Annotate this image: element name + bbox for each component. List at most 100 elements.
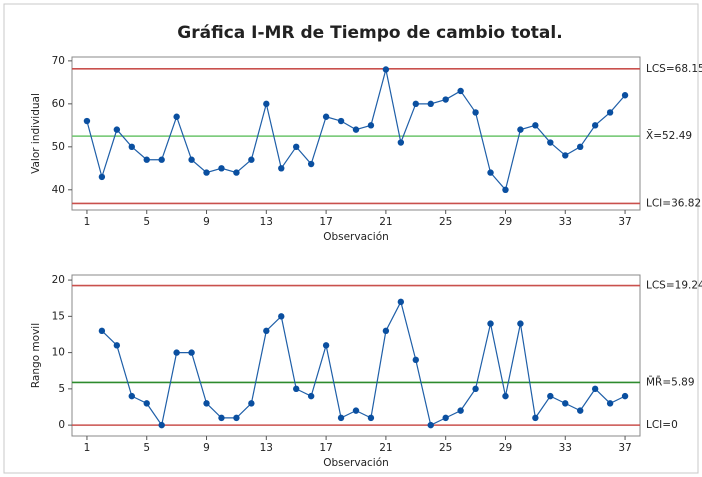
data-point xyxy=(337,414,345,422)
data-point xyxy=(173,349,180,356)
data-point xyxy=(427,421,434,429)
data-point xyxy=(562,400,569,407)
data-point xyxy=(352,407,360,414)
data-point xyxy=(577,143,584,151)
data-point xyxy=(248,156,255,163)
data-point xyxy=(83,117,91,125)
data-point xyxy=(293,143,300,151)
y-axis-label: Valor individual xyxy=(30,93,42,174)
data-point xyxy=(98,327,106,335)
control-limit-label: LCS=68.15 xyxy=(646,63,702,75)
y-tick-label: 60 xyxy=(52,98,65,110)
data-point xyxy=(293,385,300,393)
data-point xyxy=(233,414,240,422)
control-limit-label: M̄R̄=5.89 xyxy=(646,375,695,388)
data-point xyxy=(412,100,419,108)
x-tick-label: 9 xyxy=(203,442,210,454)
data-point xyxy=(532,122,539,129)
data-point xyxy=(442,96,449,103)
data-point xyxy=(606,400,614,407)
x-tick-label: 13 xyxy=(260,442,273,454)
data-point xyxy=(382,66,390,73)
data-point xyxy=(621,392,629,400)
data-point xyxy=(442,414,449,422)
x-tick-label: 13 xyxy=(260,216,273,228)
x-tick-label: 9 xyxy=(203,216,210,228)
x-tick-label: 1 xyxy=(84,216,91,228)
data-point xyxy=(218,165,225,172)
data-point xyxy=(203,400,210,407)
data-point xyxy=(621,92,629,99)
x-tick-label: 25 xyxy=(439,216,452,228)
data-point xyxy=(158,421,165,429)
data-point xyxy=(113,342,121,349)
data-point xyxy=(487,169,494,176)
data-point xyxy=(307,160,315,168)
control-limit-label: LCI=0 xyxy=(646,419,678,431)
data-point xyxy=(158,156,165,163)
y-tick-label: 0 xyxy=(58,419,65,431)
x-tick-label: 5 xyxy=(143,216,150,228)
y-tick-label: 70 xyxy=(52,55,65,67)
data-point xyxy=(397,139,405,146)
x-tick-label: 17 xyxy=(319,216,332,228)
data-point xyxy=(233,169,240,176)
x-tick-label: 33 xyxy=(559,442,572,454)
x-tick-label: 1 xyxy=(84,442,91,454)
x-axis-label: Observación xyxy=(323,457,389,469)
data-point xyxy=(263,100,270,108)
control-limit-label: X̄=52.49 xyxy=(646,129,692,142)
data-point xyxy=(517,320,524,327)
x-tick-label: 33 xyxy=(559,216,572,228)
data-point xyxy=(128,143,135,151)
data-point xyxy=(248,400,255,407)
x-tick-label: 5 xyxy=(143,442,150,454)
data-point xyxy=(457,87,464,95)
control-limit-label: LCS=19.24 xyxy=(646,280,702,292)
x-tick-label: 37 xyxy=(618,442,631,454)
plot-area xyxy=(71,56,641,211)
data-point xyxy=(577,407,584,414)
data-point xyxy=(337,117,345,125)
data-point xyxy=(547,139,554,146)
data-point xyxy=(278,313,285,320)
data-point xyxy=(547,392,554,400)
data-point xyxy=(143,156,150,163)
data-point xyxy=(352,126,360,133)
data-point xyxy=(218,414,225,422)
data-point xyxy=(532,414,539,422)
data-point xyxy=(517,126,524,133)
y-tick-label: 5 xyxy=(58,383,65,395)
x-tick-label: 37 xyxy=(618,216,631,228)
data-point xyxy=(263,327,270,335)
data-point xyxy=(322,113,330,120)
control-limit-label: LCI=36.82 xyxy=(646,197,701,209)
data-point xyxy=(562,152,569,159)
data-point xyxy=(591,122,599,129)
x-tick-label: 21 xyxy=(379,442,392,454)
data-point xyxy=(591,385,599,393)
x-tick-label: 25 xyxy=(439,442,452,454)
data-point xyxy=(128,392,135,400)
x-tick-label: 21 xyxy=(379,216,392,228)
data-point xyxy=(113,126,121,133)
data-point xyxy=(278,165,285,172)
data-point xyxy=(322,342,330,349)
data-point xyxy=(412,356,419,364)
data-point xyxy=(98,173,106,181)
data-point xyxy=(367,122,375,129)
data-point xyxy=(457,407,464,414)
data-point xyxy=(382,327,390,335)
data-point xyxy=(606,109,614,116)
data-point xyxy=(487,320,494,327)
data-point xyxy=(143,400,150,407)
data-point xyxy=(502,186,509,194)
data-point xyxy=(173,113,180,120)
x-tick-label: 29 xyxy=(499,442,512,454)
y-tick-label: 40 xyxy=(52,184,65,196)
data-point xyxy=(427,100,434,108)
x-axis-label: Observación xyxy=(323,231,389,243)
y-axis-label: Rango movil xyxy=(30,323,42,388)
y-tick-label: 50 xyxy=(52,141,65,153)
